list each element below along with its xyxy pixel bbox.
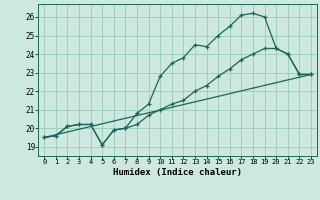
X-axis label: Humidex (Indice chaleur): Humidex (Indice chaleur): [113, 168, 242, 177]
